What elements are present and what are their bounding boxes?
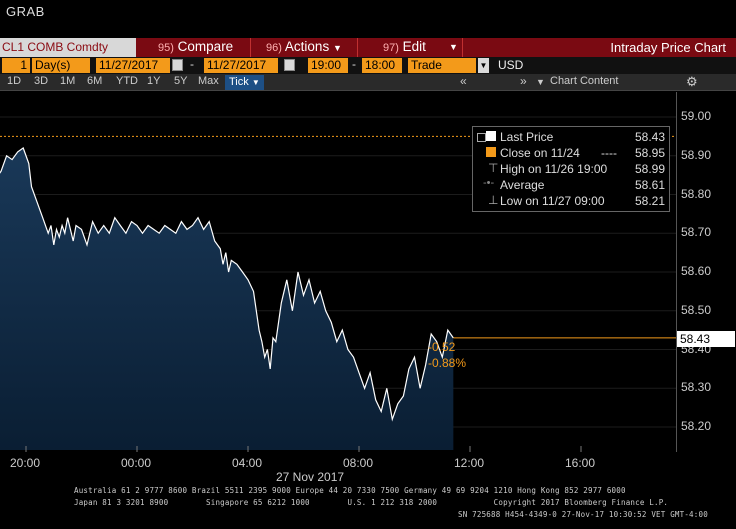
chevron-down-icon: ▼ — [332, 43, 342, 53]
calendar-icon[interactable] — [172, 59, 183, 71]
chart-legend[interactable]: Last Price 58.43 Close on 11/24 ---- 58.… — [472, 126, 670, 212]
range-value-input[interactable]: 1 — [2, 58, 30, 73]
scroll-left-button[interactable]: « — [460, 74, 467, 88]
compare-label: Compare — [177, 39, 234, 54]
change-abs: -0.52 — [428, 340, 456, 354]
legend-swatch — [486, 147, 496, 157]
ticker-field[interactable]: CL1 COMB Comdty — [0, 38, 136, 57]
x-tick-label: 16:00 — [565, 456, 596, 470]
x-tick-label: 20:00 — [10, 456, 41, 470]
legend-value: 58.21 — [634, 194, 665, 208]
currency-label[interactable]: USD — [498, 58, 524, 72]
dash-line-icon: ---- — [601, 146, 617, 160]
legend-label: Last Price — [500, 130, 554, 144]
period-button-1m[interactable]: 1M — [60, 75, 76, 87]
legend-low[interactable]: ⊥ Low on 11/27 09:00 58.21 — [473, 193, 671, 209]
start-date-input[interactable]: 11/27/2017 — [96, 58, 170, 73]
period-button-1d[interactable]: 1D — [7, 75, 22, 87]
y-tick-label: 58.50 — [681, 302, 712, 317]
legend-value: 58.61 — [634, 178, 665, 192]
legend-label: Low on 11/27 09:00 — [500, 194, 605, 208]
legend-label: Average — [500, 178, 545, 192]
menu-divider — [462, 38, 463, 57]
low-marker-icon: ⊥ — [488, 193, 499, 207]
legend-value: 58.43 — [634, 130, 665, 144]
scroll-right-button[interactable]: » — [520, 74, 527, 88]
chart-type-title: Intraday Price Chart — [610, 40, 726, 55]
y-tick-label: 58.20 — [681, 419, 712, 433]
end-date-input[interactable]: 11/27/2017 — [204, 58, 278, 73]
period-button-1y[interactable]: 1Y — [147, 75, 161, 87]
x-tick-label: 08:00 — [343, 456, 374, 470]
menu-bar — [0, 38, 736, 57]
last-price-tag: 58.43 — [677, 331, 735, 347]
period-button-3d[interactable]: 3D — [34, 75, 49, 87]
field-select[interactable]: Trade — [408, 58, 476, 73]
chevron-down-icon[interactable]: ▼ — [449, 42, 458, 52]
edit-number: 97) — [383, 42, 399, 54]
title-bar: GRAB — [0, 0, 736, 36]
change-pct: -0.88% — [428, 356, 467, 370]
legend-last-price[interactable]: Last Price 58.43 — [473, 129, 671, 145]
legend-toggle-icon[interactable] — [477, 133, 486, 142]
start-time-input[interactable]: 19:00 — [308, 58, 348, 73]
tick-label: Tick — [229, 76, 249, 88]
average-line-icon: -•- — [483, 177, 495, 189]
y-tick-label: 58.90 — [681, 147, 712, 162]
tick-button[interactable]: Tick ▼ — [225, 75, 264, 90]
compare-button[interactable]: 95) Compare — [158, 38, 233, 57]
range-unit-select[interactable]: Day(s) — [32, 58, 90, 73]
edit-label: Edit — [402, 39, 426, 54]
time-dash: - — [352, 57, 356, 71]
actions-label: Actions — [284, 39, 330, 54]
legend-average[interactable]: -•- Average 58.61 — [473, 177, 671, 193]
y-axis — [676, 92, 736, 452]
footer-contacts-line1: Australia 61 2 9777 8600 Brazil 5511 239… — [74, 486, 626, 495]
y-tick-label: 58.60 — [681, 264, 712, 278]
gear-icon[interactable]: ⚙ — [686, 74, 698, 89]
chevron-down-icon: ▼ — [251, 78, 260, 87]
y-tick-label: 58.30 — [681, 380, 712, 395]
menu-divider — [250, 38, 251, 57]
price-line — [0, 147, 454, 422]
legend-close[interactable]: Close on 11/24 ---- 58.95 — [473, 145, 671, 161]
y-tick-label: 58.80 — [681, 186, 712, 201]
x-tick-label: 00:00 — [121, 456, 152, 470]
chevron-down-icon: ▼ — [536, 77, 545, 87]
period-button-5y[interactable]: 5Y — [174, 75, 188, 87]
date-dash: - — [190, 57, 194, 71]
compare-number: 95) — [158, 42, 174, 54]
edit-button[interactable]: 97) Edit — [383, 38, 426, 57]
legend-label: Close on 11/24 — [500, 146, 580, 160]
high-marker-icon: ⊤ — [488, 161, 499, 175]
legend-value: 58.99 — [634, 162, 665, 176]
x-tick-label: 04:00 — [232, 456, 263, 470]
window-title: GRAB — [6, 4, 45, 19]
end-time-input[interactable]: 18:00 — [362, 58, 402, 73]
y-tick-label: 58.70 — [681, 225, 712, 240]
chevron-down-icon[interactable]: ▼ — [478, 58, 489, 73]
date-axis-label: 27 Nov 2017 — [276, 470, 345, 484]
price-chart — [0, 116, 676, 452]
period-button-6m[interactable]: 6M — [87, 75, 103, 87]
legend-value: 58.95 — [634, 146, 665, 160]
legend-high[interactable]: ⊤ High on 11/26 19:00 58.99 — [473, 161, 671, 177]
y-tick-label: 59.00 — [681, 109, 712, 123]
period-bar — [0, 74, 736, 91]
price-area — [0, 148, 454, 450]
x-tick-label: 12:00 — [454, 456, 485, 470]
legend-label: High on 11/26 19:00 — [500, 162, 608, 176]
period-button-max[interactable]: Max — [198, 75, 219, 87]
actions-number: 96) — [266, 42, 282, 54]
calendar-icon[interactable] — [284, 59, 295, 71]
period-button-ytd[interactable]: YTD — [116, 75, 138, 87]
actions-button[interactable]: 96) Actions ▼ — [266, 38, 342, 57]
menu-divider — [357, 38, 358, 57]
chart-content-button[interactable]: Chart Content — [550, 75, 619, 87]
footer-sn-line: SN 725688 H454-4349-0 27-Nov-17 10:30:52… — [458, 510, 708, 519]
footer-contacts-line2: Japan 81 3 3201 8900 Singapore 65 6212 1… — [74, 498, 669, 507]
legend-swatch — [486, 131, 496, 141]
